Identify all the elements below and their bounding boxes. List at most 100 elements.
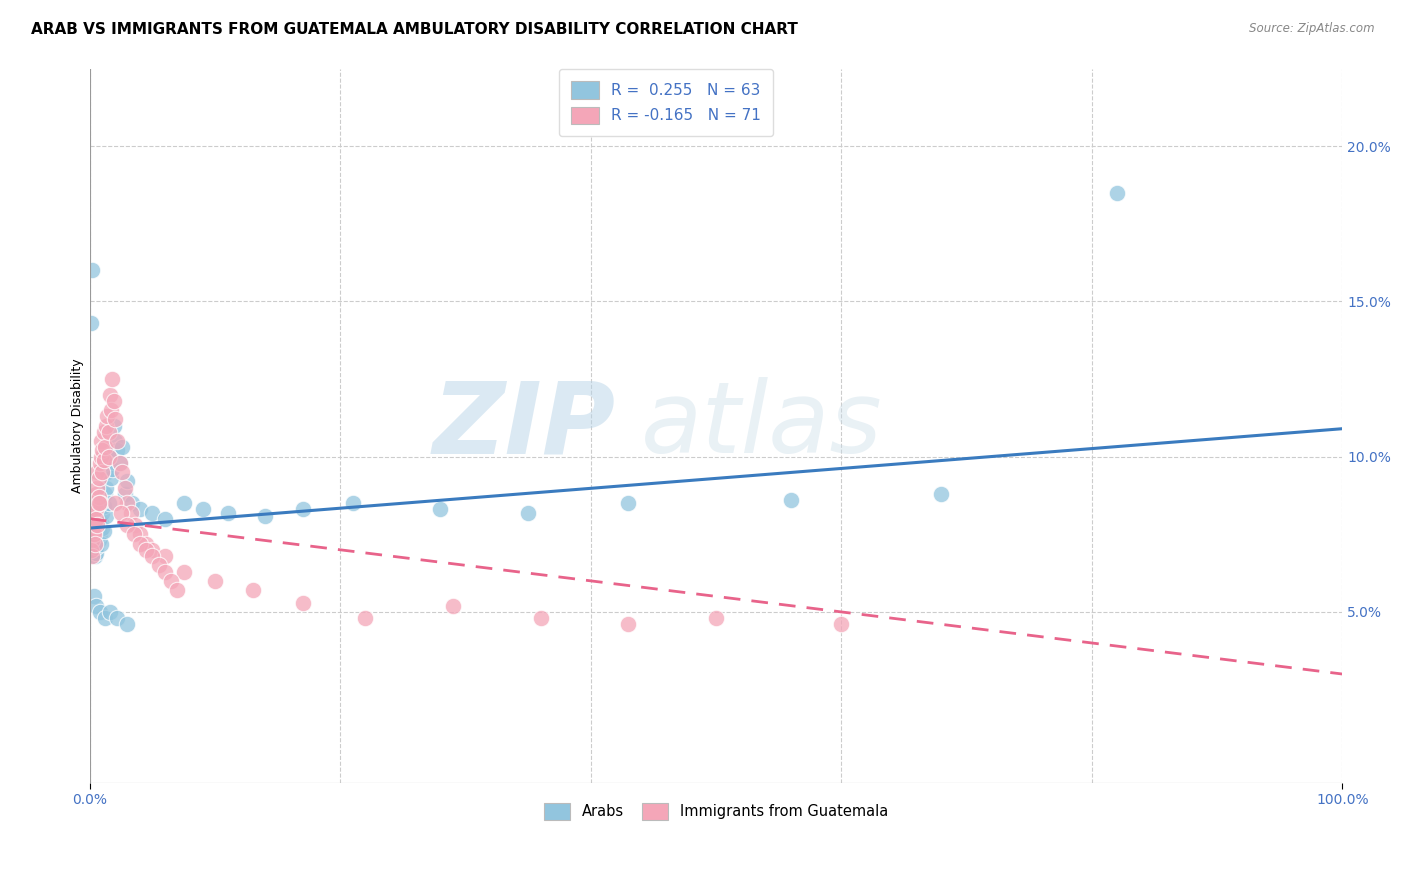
Point [87,496,110,510]
Point [100,471,122,485]
Point [104,434,127,449]
Point [94,508,117,523]
Point [342,496,364,510]
Point [83,506,105,520]
Point [173,496,195,510]
Point [105,443,128,458]
Point [82,549,104,563]
Point [931,487,953,501]
Point [141,542,163,557]
Point [1105,186,1128,200]
Text: atlas: atlas [641,377,883,475]
Point [84,512,107,526]
Point [780,493,803,508]
Point [84,599,107,613]
Point [83,518,105,533]
Point [128,527,150,541]
Point [105,611,128,625]
Point [117,475,139,489]
Point [166,583,188,598]
Point [98,387,121,401]
Text: ARAB VS IMMIGRANTS FROM GUATEMALA AMBULATORY DISABILITY CORRELATION CHART: ARAB VS IMMIGRANTS FROM GUATEMALA AMBULA… [31,22,797,37]
Point [135,536,157,550]
Point [141,506,163,520]
Point [120,506,142,520]
Point [89,605,111,619]
Point [204,574,226,588]
Point [291,502,314,516]
Point [173,565,195,579]
Point [96,409,118,424]
Point [90,515,112,529]
Point [617,496,640,510]
Point [117,518,139,533]
Point [80,542,103,557]
Point [80,527,103,541]
Point [86,465,108,479]
Point [135,542,157,557]
Point [117,496,139,510]
Point [111,465,134,479]
Point [84,546,107,560]
Point [94,611,117,625]
Point [82,518,104,533]
Text: ZIP: ZIP [433,377,616,475]
Point [254,508,277,523]
Point [530,611,553,625]
Point [80,316,103,330]
Point [704,611,727,625]
Point [93,452,115,467]
Point [82,515,104,529]
Point [87,471,110,485]
Point [104,496,127,510]
Point [441,599,464,613]
Point [94,481,117,495]
Point [242,583,264,598]
Point [114,481,136,495]
Point [148,558,170,573]
Point [80,512,103,526]
Point [91,443,114,458]
Point [101,372,124,386]
Point [80,527,103,541]
Point [83,524,105,538]
Point [108,456,131,470]
Point [110,506,132,520]
Point [91,465,114,479]
Point [86,530,108,544]
Point [83,524,105,538]
Point [291,596,314,610]
Point [128,536,150,550]
Point [84,502,107,516]
Point [93,425,115,439]
Point [91,506,114,520]
Point [105,434,128,449]
Point [83,542,105,557]
Point [83,496,105,510]
Point [89,456,111,470]
Point [89,496,111,510]
Point [83,590,105,604]
Point [84,540,107,554]
Point [97,496,120,510]
Point [111,441,134,455]
Point [98,605,121,619]
Point [86,518,108,533]
Point [86,481,108,495]
Point [101,462,124,476]
Point [89,496,111,510]
Text: Source: ZipAtlas.com: Source: ZipAtlas.com [1250,22,1375,36]
Point [89,527,111,541]
Point [86,512,108,526]
Point [121,496,143,510]
Point [103,393,125,408]
Point [108,456,131,470]
Point [103,418,125,433]
Point [128,502,150,516]
Point [96,465,118,479]
Point [83,533,105,548]
Point [153,512,176,526]
Y-axis label: Ambulatory Disability: Ambulatory Disability [72,359,84,493]
Point [94,487,117,501]
Point [87,502,110,516]
